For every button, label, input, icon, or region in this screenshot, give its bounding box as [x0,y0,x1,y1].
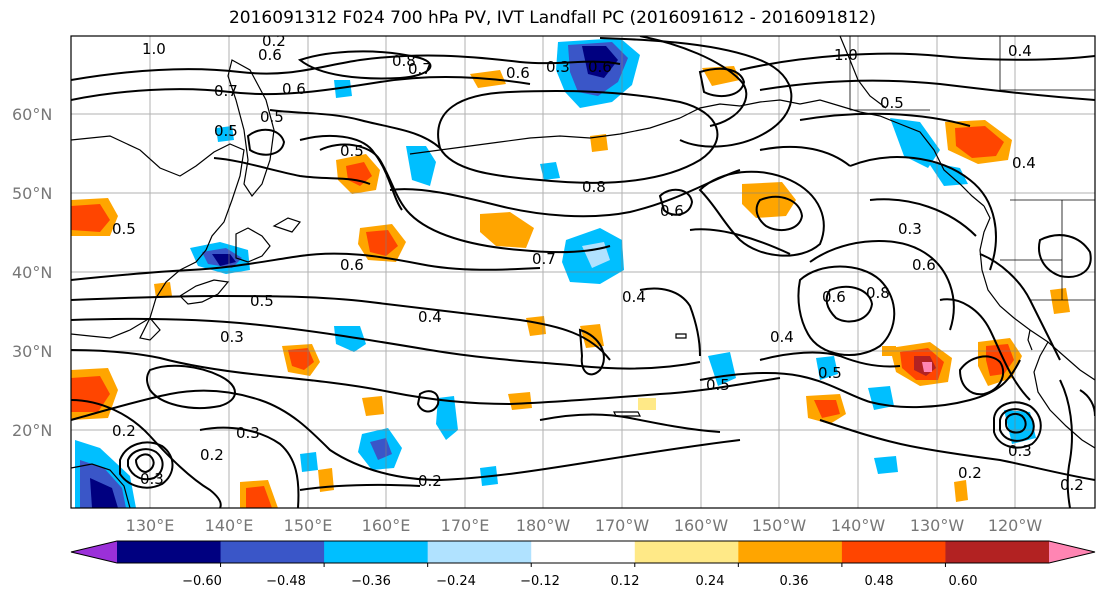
colorbar-tick-label: 0.12 [611,574,640,589]
colorbar-outline [70,540,1096,564]
contour-label: 0.8 [392,52,416,70]
colorbar-tick-label: 0.60 [949,574,978,589]
contour-label: 0.6 [506,64,530,82]
contour-label: 0.2 [262,32,286,50]
contour-label: 0.3 [220,328,244,346]
contour-label: 0.5 [706,376,730,394]
contour-label: 0.2 [1060,476,1084,494]
contour-label: 0.6 [660,202,684,220]
colorbar-segment [945,541,1050,563]
lon-label: 130°E [126,516,175,535]
colorbar-extend-low [71,541,117,563]
pv-contours [71,36,1095,508]
contour-label: 0.5 [112,220,136,238]
contour-label: 0.3 [1008,442,1032,460]
lon-label: 140°E [205,516,254,535]
lon-label: 120°W [988,516,1043,535]
colorbar-segment [841,541,946,563]
map-panel: 1.0 0.6 0.2 0.7 0.8 0.7 0.6 0.5 0.3 0.6 … [71,32,1095,508]
colorbar-tick-label: −0.60 [182,574,222,589]
contour-label: 0.5 [214,122,238,140]
contour-label: 0.7 [408,60,432,78]
contour-label: 0.5 [340,142,364,160]
graticule [71,36,1095,508]
map-title: 2016091312 F024 700 hPa PV, IVT Landfall… [228,8,876,28]
colorbar-tick-label: 0.36 [780,574,809,589]
contour-label: 0.2 [112,422,136,440]
colorbar-tick-label: −0.24 [436,574,476,589]
colorbar-segment [220,541,325,563]
contour-label: 0.5 [880,94,904,112]
contour-label: 0.2 [958,464,982,482]
latitude-labels: 60°N 50°N 40°N 30°N 20°N [12,105,52,440]
lon-label: 170°W [595,516,650,535]
coastlines [71,36,1095,508]
colorbar-segment [117,541,222,563]
colorbar-tick-label: −0.48 [266,574,306,589]
colorbar-ticks: −0.60 −0.48 −0.36 −0.24 −0.12 0.12 0.24 … [182,574,977,589]
colorbar [70,540,1096,567]
contour-label: 0.6 [258,46,282,64]
contour-label: 0.4 [622,288,646,306]
lon-label: 160°E [362,516,411,535]
lon-label: 150°W [752,516,807,535]
colorbar-tick-label: 0.48 [865,574,894,589]
contour-label: 0.7 [532,250,556,268]
colorbar-segment [634,541,739,563]
lon-label: 150°E [284,516,333,535]
lon-label: 140°W [831,516,886,535]
contour-label: 0.2 [200,446,224,464]
colorbar-tick-label: −0.12 [520,574,560,589]
colorbar-segment [738,541,843,563]
contour-labels: 1.0 0.6 0.2 0.7 0.8 0.7 0.6 0.5 0.3 0.6 … [112,32,1084,494]
contour-label: 0.4 [1008,42,1032,60]
colorbar-segment [531,541,636,563]
contour-label: 0.4 [770,328,794,346]
lat-label: 40°N [12,263,52,282]
contour-label: 0.6 [282,80,306,98]
colorbar-tick-label: 0.24 [696,574,725,589]
contour-label: 0.3 [236,424,260,442]
contour-label: 0.8 [582,178,606,196]
lon-label: 130°W [910,516,965,535]
colorbar-extend-high [1049,541,1095,563]
pv-shading [71,38,1070,508]
contour-label: 1.0 [142,40,166,58]
lat-label: 50°N [12,184,52,203]
map-frame [70,35,1096,509]
contour-label: 0.5 [250,292,274,310]
lat-label: 30°N [12,342,52,361]
contour-label: 0.7 [214,82,238,100]
contour-label: 0.5 [260,108,284,126]
contour-label: 0.8 [866,284,890,302]
lon-label: 180°W [516,516,571,535]
colorbar-segment [324,541,429,563]
contour-label: 0.2 [418,472,442,490]
contour-label: 1.0 [834,46,858,64]
lat-label: 60°N [12,105,52,124]
longitude-labels: 130°E 140°E 150°E 160°E 170°E 180°W 170°… [126,516,1043,535]
contour-label: 0.6 [822,288,846,306]
contour-label: 0.4 [1012,154,1036,172]
colorbar-tick-label: −0.36 [351,574,391,589]
contour-label: 0.3 [898,220,922,238]
contour-label: 0.6 [588,58,612,76]
lon-label: 170°E [441,516,490,535]
lat-label: 20°N [12,421,52,440]
contour-label: 0.6 [340,256,364,274]
contour-label: 0.5 [818,364,842,382]
contour-label: 0.6 [912,256,936,274]
contour-label: 0.3 [140,470,164,488]
contour-label: 0.3 [546,58,570,76]
lon-label: 160°W [674,516,729,535]
contour-label: 0.4 [418,308,442,326]
colorbar-segment [427,541,532,563]
